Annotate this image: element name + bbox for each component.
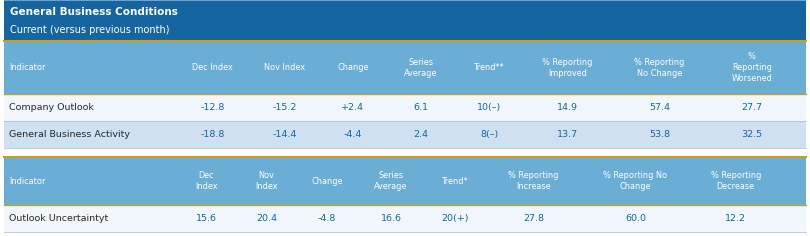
Text: 57.4: 57.4 [649, 103, 670, 112]
Bar [4, 157, 806, 205]
Text: 27.8: 27.8 [522, 214, 544, 223]
Text: Nov
Index: Nov Index [255, 171, 278, 191]
Bar [4, 121, 806, 148]
Text: +2.4: +2.4 [341, 103, 364, 112]
Text: % Reporting
No Change: % Reporting No Change [634, 58, 684, 78]
Text: Dec
Index: Dec Index [195, 171, 218, 191]
Bar [4, 94, 806, 121]
Text: -18.8: -18.8 [200, 130, 224, 139]
Text: 53.8: 53.8 [649, 130, 670, 139]
Text: General Business Activity: General Business Activity [9, 130, 130, 139]
Text: -12.8: -12.8 [200, 103, 224, 112]
Text: Series
Average: Series Average [374, 171, 407, 191]
Text: Outlook Uncertaintyt: Outlook Uncertaintyt [9, 214, 109, 223]
Text: Change: Change [337, 63, 369, 72]
Text: Dec Index: Dec Index [192, 63, 233, 72]
Text: 14.9: 14.9 [557, 103, 578, 112]
Text: 15.6: 15.6 [196, 214, 217, 223]
Text: % Reporting No
Change: % Reporting No Change [603, 171, 667, 191]
Text: Series
Average: Series Average [404, 58, 437, 78]
Bar [4, 0, 806, 41]
Text: Indicator: Indicator [9, 177, 45, 185]
Text: 10(–): 10(–) [477, 103, 501, 112]
Text: % Reporting
Improved: % Reporting Improved [542, 58, 593, 78]
Text: % Reporting
Decrease: % Reporting Decrease [710, 171, 761, 191]
Text: 6.1: 6.1 [414, 103, 428, 112]
Text: Nov Index: Nov Index [264, 63, 305, 72]
Text: Trend*: Trend* [442, 177, 468, 185]
Text: -4.8: -4.8 [318, 214, 336, 223]
Text: 2.4: 2.4 [414, 130, 428, 139]
Text: 20.4: 20.4 [256, 214, 277, 223]
Text: Change: Change [311, 177, 343, 185]
Text: 60.0: 60.0 [625, 214, 646, 223]
Bar [4, 148, 806, 157]
Text: 8(–): 8(–) [480, 130, 498, 139]
Bar [4, 205, 806, 232]
Text: Trend**: Trend** [474, 63, 505, 72]
Text: 12.2: 12.2 [725, 214, 746, 223]
Bar [4, 42, 806, 94]
Text: 27.7: 27.7 [741, 103, 762, 112]
Text: 13.7: 13.7 [556, 130, 578, 139]
Text: 16.6: 16.6 [381, 214, 402, 223]
Text: Indicator: Indicator [9, 63, 45, 72]
Text: % Reporting
Increase: % Reporting Increase [508, 171, 558, 191]
Text: -4.4: -4.4 [343, 130, 362, 139]
Text: -15.2: -15.2 [272, 103, 297, 112]
Text: 20(+): 20(+) [441, 214, 469, 223]
Text: Company Outlook: Company Outlook [9, 103, 94, 112]
Text: Current (versus previous month): Current (versus previous month) [10, 25, 169, 35]
Text: General Business Conditions: General Business Conditions [10, 7, 177, 17]
Text: -14.4: -14.4 [272, 130, 297, 139]
Text: 32.5: 32.5 [741, 130, 762, 139]
Text: %
Reporting
Worsened: % Reporting Worsened [731, 52, 772, 83]
